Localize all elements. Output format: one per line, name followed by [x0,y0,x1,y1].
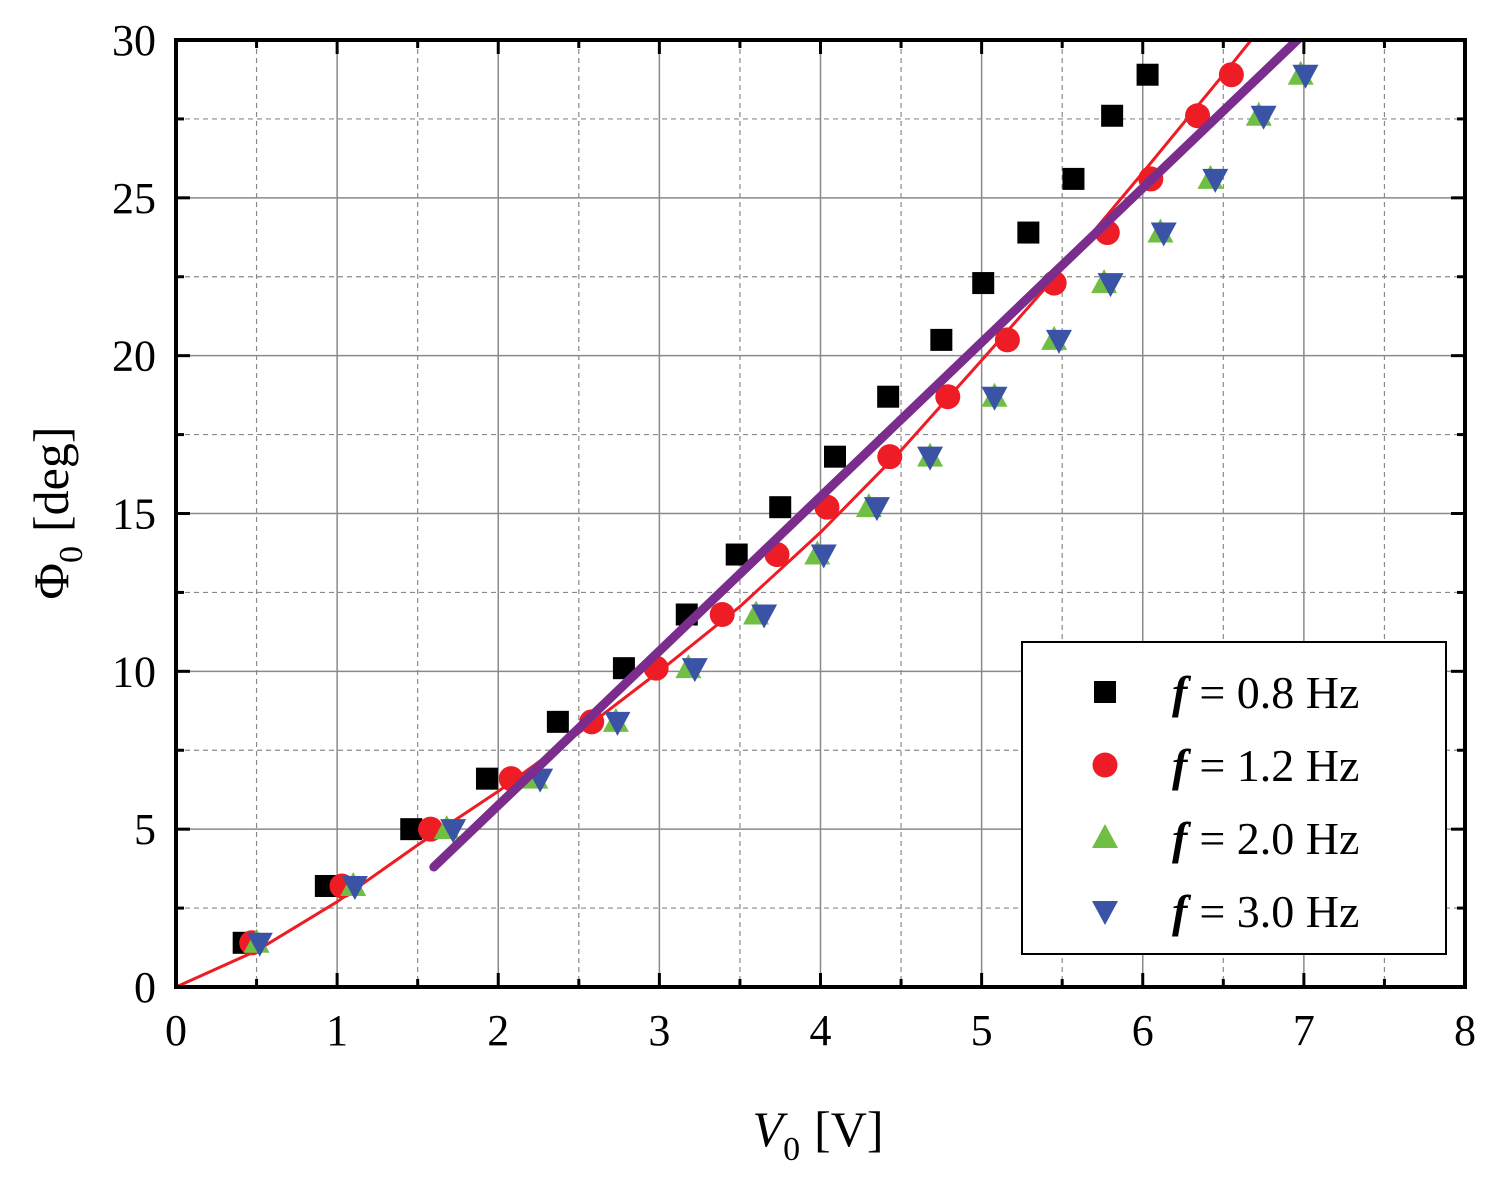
data-point [440,819,467,844]
fit-line [429,40,1304,872]
data-point [1250,105,1277,130]
x-tick-label: 4 [810,1006,832,1055]
y-tick-label: 30 [112,16,156,65]
x-tick-label: 3 [648,1006,670,1055]
data-point [917,446,944,471]
data-point [1150,222,1177,247]
data-point [1017,221,1040,244]
data-point [709,602,735,628]
data-point [935,384,961,410]
x-tick-label: 8 [1454,1006,1476,1055]
data-point [604,711,631,736]
legend-label: f = 0.8 Hz [1172,667,1359,718]
data-point [877,385,900,408]
data-point [930,328,953,351]
x-axis-title: V0 [V] [753,1101,884,1168]
data-point [1062,167,1085,190]
data-point [341,875,368,900]
legend-marker [1092,901,1118,925]
legend-label: f = 3.0 Hz [1172,886,1359,937]
data-point [1218,62,1244,88]
data-point [981,386,1008,411]
y-tick-label: 10 [112,647,156,696]
data-point [475,767,498,790]
data-point [824,445,847,468]
legend: f = 0.8 Hz f = 1.2 Hz f = 2.0 Hz f = 3.0 Hz [1021,641,1447,955]
data-point [972,272,995,295]
x-tick-label: 0 [165,1006,187,1055]
data-point [994,327,1020,353]
x-tick-label: 5 [971,1006,993,1055]
data-point [1097,273,1124,298]
y-tick-label: 20 [112,332,156,381]
x-tick-label: 1 [326,1006,348,1055]
data-point [1101,104,1124,127]
x-tick-label: 7 [1293,1006,1315,1055]
legend-label: f = 2.0 Hz [1172,813,1359,864]
y-axis-title: Φ0[deg] [23,426,90,599]
tick-labels: 0 1 2 3 4 5 6 7 8 0 5 10 15 20 25 30 [112,16,1476,1055]
data-point [400,818,423,841]
legend-label: f = 1.2 Hz [1172,740,1359,791]
axis-ticks [174,38,1467,989]
data-point [1292,64,1319,89]
data-point [751,604,778,629]
data-point [246,932,273,957]
data-point [863,497,890,522]
x-tick-label: 2 [487,1006,509,1055]
series-square [232,63,1159,954]
data-point [1136,63,1159,86]
y-tick-label: 0 [134,963,156,1012]
data-point [1045,329,1072,354]
y-tick-label: 25 [112,174,156,223]
data-point [810,544,837,569]
data-point [1202,168,1229,193]
data-point [769,496,792,519]
data-point [877,444,903,470]
y-tick-label: 15 [112,490,156,539]
legend-marker [1092,824,1118,848]
data-point [681,658,708,683]
legend-marker [1092,752,1118,778]
legend-marker [1094,681,1116,703]
data-point [1185,103,1211,129]
y-tick-label: 5 [134,805,156,854]
data-point [725,543,748,566]
x-tick-label: 6 [1132,1006,1154,1055]
data-point [546,710,569,733]
